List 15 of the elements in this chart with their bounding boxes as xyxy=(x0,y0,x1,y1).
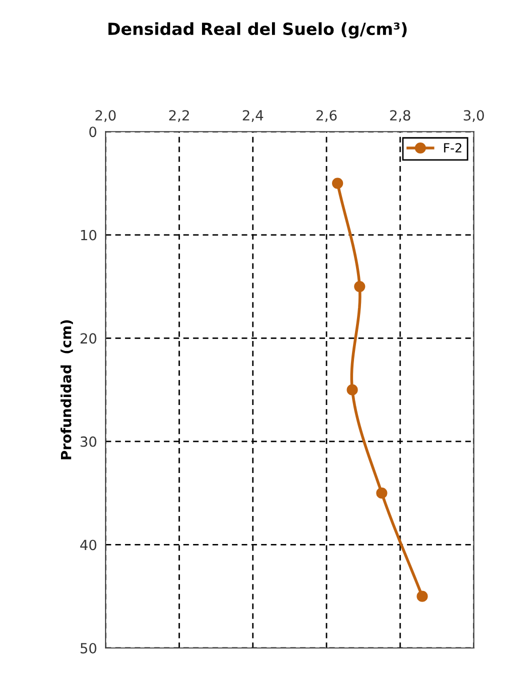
y-tick-label: 50 xyxy=(80,642,96,654)
x-tick-label: 2,4 xyxy=(242,110,264,122)
y-axis-title: Profundidad (cm) xyxy=(60,320,73,460)
x-tick-label: 2,2 xyxy=(169,110,189,122)
x-tick-label: 2,6 xyxy=(316,110,337,122)
y-tick-label: 30 xyxy=(80,436,96,447)
chart-title: Densidad Real del Suelo (g/cm³) xyxy=(108,22,407,39)
y-tick-label: 20 xyxy=(80,333,96,344)
x-tick-label: 2,8 xyxy=(390,110,410,122)
y-tick-label: 40 xyxy=(80,540,96,550)
x-tick-label: 3,0 xyxy=(464,110,484,122)
legend-label: F-2 xyxy=(444,143,462,152)
y-tick-label: 0 xyxy=(89,126,96,138)
y-tick-label: 10 xyxy=(81,230,96,240)
x-tick-label: 2,0 xyxy=(96,110,116,122)
